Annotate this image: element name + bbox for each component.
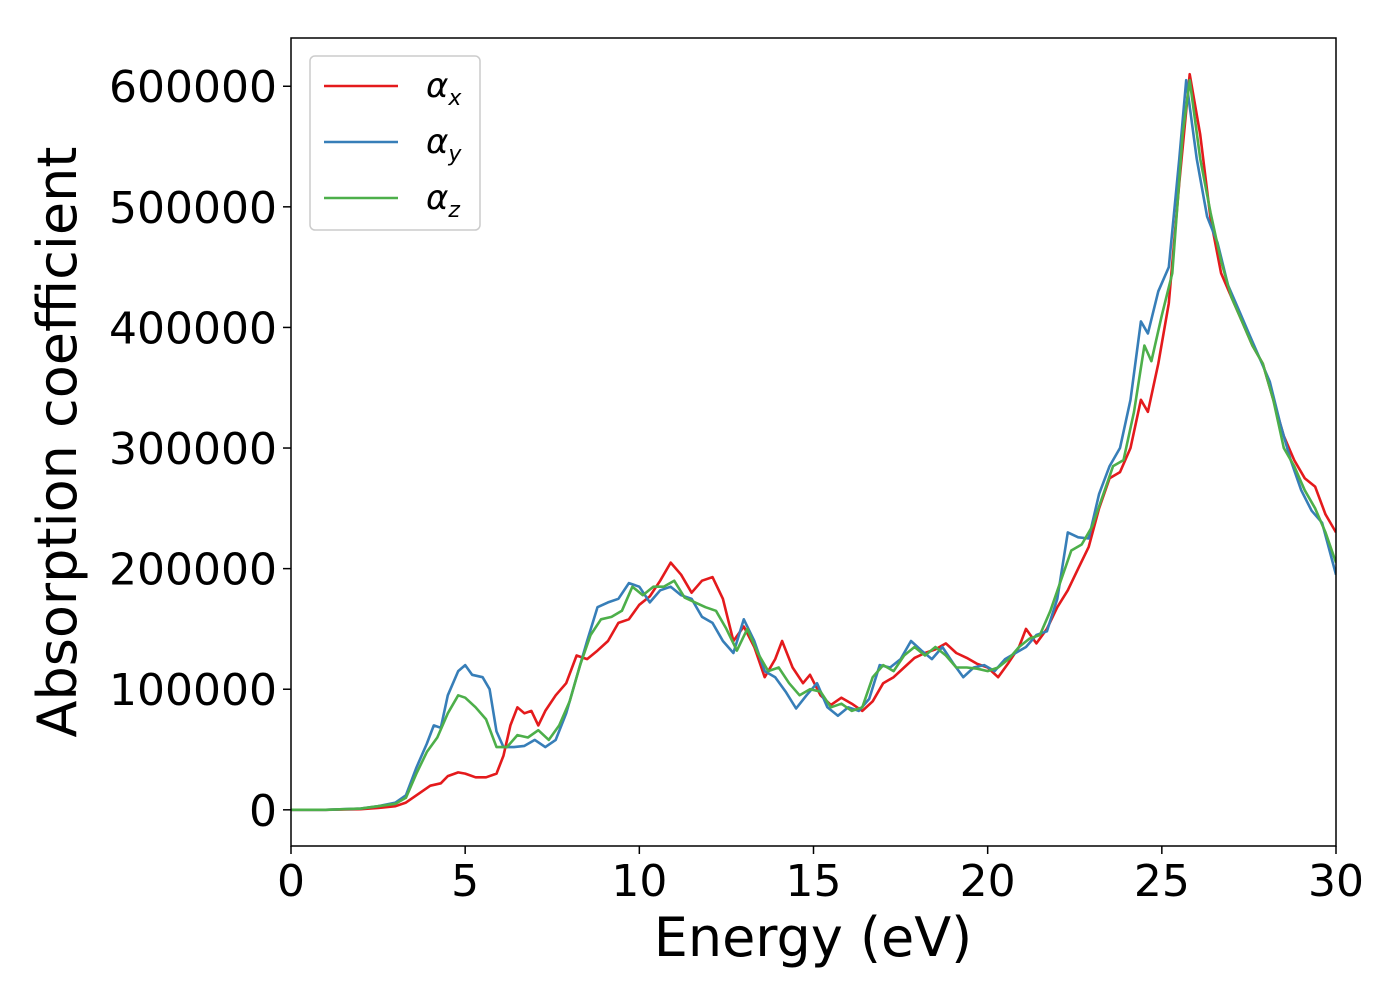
x-tick-label: 15 bbox=[786, 856, 842, 907]
x-tick-label: 0 bbox=[277, 856, 305, 907]
y-axis-ticks: 0 100000 200000 300000 400000 500000 600000 bbox=[109, 62, 291, 837]
y-tick-label: 500000 bbox=[109, 183, 277, 234]
series-line-alpha-x bbox=[291, 72, 1336, 812]
plot-frame bbox=[290, 37, 1337, 847]
x-tick-label: 10 bbox=[611, 856, 667, 907]
x-tick-label: 20 bbox=[960, 856, 1016, 907]
x-axis-label: Energy (eV) bbox=[654, 906, 973, 969]
y-tick-label: 300000 bbox=[109, 424, 277, 475]
x-tick-label: 25 bbox=[1134, 856, 1190, 907]
y-axis-label: Absorption coefficient bbox=[26, 147, 89, 738]
x-tick-label: 30 bbox=[1308, 856, 1364, 907]
x-tick-label: 5 bbox=[451, 856, 479, 907]
y-tick-label: 200000 bbox=[109, 545, 277, 596]
series-line-alpha-y bbox=[291, 78, 1336, 812]
legend-label-alpha-z: αz bbox=[426, 178, 460, 223]
y-tick-label: 400000 bbox=[109, 303, 277, 354]
y-tick-label: 0 bbox=[249, 786, 277, 837]
x-axis-ticks: 0 5 10 15 20 25 30 bbox=[277, 846, 1364, 907]
series-line-alpha-z bbox=[291, 78, 1336, 812]
y-tick-label: 100000 bbox=[109, 665, 277, 716]
legend-label-alpha-x: αx bbox=[426, 66, 462, 111]
y-tick-label: 600000 bbox=[109, 62, 277, 113]
legend: αx αy αz bbox=[309, 55, 481, 231]
legend-label-alpha-y: αy bbox=[426, 122, 462, 167]
